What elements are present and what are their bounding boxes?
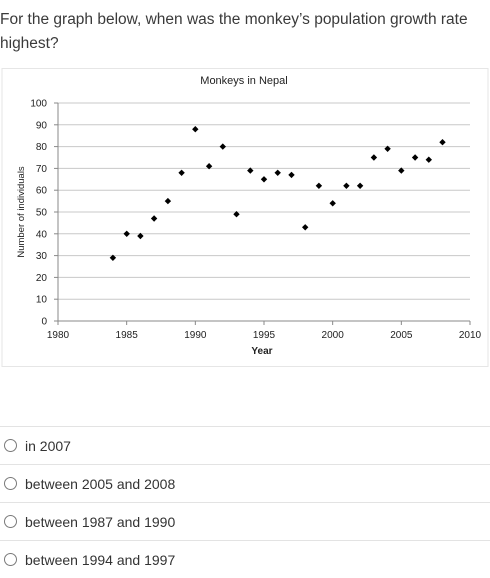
x-tick-label: 2000 — [322, 330, 345, 341]
chart-title: Monkeys in Nepal — [200, 75, 287, 87]
radio-button[interactable] — [4, 553, 17, 566]
y-tick-label: 30 — [36, 251, 48, 262]
data-point — [302, 224, 309, 231]
data-point — [370, 154, 378, 161]
data-point — [315, 182, 323, 189]
y-tick-label: 40 — [36, 229, 48, 240]
data-point — [247, 167, 254, 174]
y-tick-label: 10 — [36, 295, 48, 306]
answer-option-label: between 2005 and 2008 — [25, 475, 176, 492]
y-tick-label: 0 — [41, 317, 47, 328]
data-point — [343, 182, 350, 189]
answer-option-label: between 1994 and 1997 — [25, 551, 176, 568]
answer-option-label: between 1987 and 1990 — [25, 513, 176, 530]
data-point — [411, 154, 419, 161]
y-tick-label: 60 — [36, 186, 48, 197]
radio-button[interactable] — [4, 477, 17, 490]
data-point — [205, 163, 213, 170]
data-point — [329, 200, 336, 207]
data-point — [384, 145, 391, 152]
data-point — [123, 230, 130, 237]
data-point — [356, 182, 364, 189]
answer-options: in 2007 between 2005 and 2008 between 19… — [0, 426, 490, 578]
x-tick-label: 2005 — [390, 330, 413, 341]
data-point — [398, 167, 405, 174]
data-point — [219, 143, 226, 150]
y-tick-label: 100 — [30, 99, 47, 110]
data-point — [439, 139, 446, 146]
data-point — [425, 156, 432, 163]
x-tick-label: 1990 — [184, 330, 207, 341]
x-axis-label: Year — [251, 346, 272, 357]
x-tick-label: 2010 — [459, 330, 482, 341]
answer-option-3[interactable]: between 1987 and 1990 — [0, 502, 490, 540]
y-tick-label: 70 — [36, 164, 48, 175]
chart-svg: 0 10 20 30 40 50 60 70 80 90 100 1980 1985 1990 1995 20… — [1, 68, 489, 367]
y-tick-label: 50 — [36, 208, 48, 219]
question-text: For the graph below, when was the monkey… — [0, 11, 468, 52]
radio-button[interactable] — [4, 515, 17, 528]
data-point — [233, 211, 240, 218]
data-point — [192, 126, 199, 133]
data-point — [137, 232, 144, 240]
chart-border — [1, 68, 489, 367]
x-tick-label: 1995 — [253, 330, 276, 341]
y-axis-label: Number of individuals — [16, 166, 27, 258]
data-point — [288, 171, 295, 179]
answer-option-4[interactable]: between 1994 and 1997 — [0, 540, 490, 578]
x-tick-label: 1985 — [116, 330, 139, 341]
data-point — [274, 169, 281, 176]
scatter-chart: 0 10 20 30 40 50 60 70 80 90 100 1980 1985 1990 1995 20… — [0, 68, 490, 368]
data-point — [150, 215, 158, 222]
answer-option-label: in 2007 — [25, 437, 71, 454]
answer-option-1[interactable]: in 2007 — [0, 426, 490, 464]
x-tick-label: 1980 — [47, 330, 70, 341]
y-tick-label: 20 — [36, 273, 48, 284]
data-point — [109, 254, 117, 261]
radio-button[interactable] — [4, 439, 17, 452]
y-tick-label: 90 — [36, 120, 48, 131]
data-point — [164, 197, 172, 205]
y-tick-label: 80 — [36, 142, 48, 153]
data-point — [178, 169, 185, 176]
answer-option-2[interactable]: between 2005 and 2008 — [0, 464, 490, 502]
data-point — [260, 176, 268, 183]
